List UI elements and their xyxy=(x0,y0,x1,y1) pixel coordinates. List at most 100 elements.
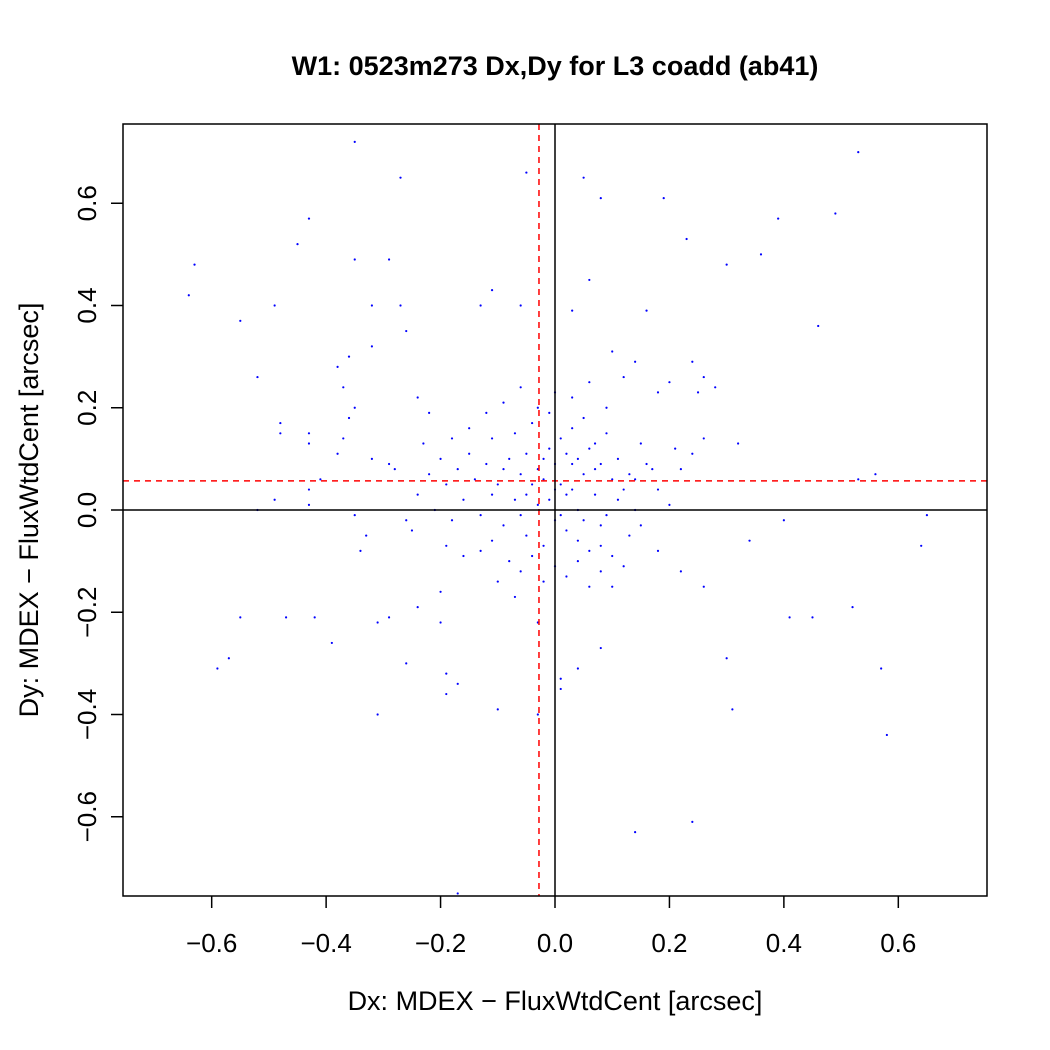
data-point xyxy=(634,478,637,481)
data-point xyxy=(416,396,419,399)
data-point xyxy=(565,452,568,455)
data-point xyxy=(611,554,614,558)
data-point xyxy=(496,580,499,583)
data-point xyxy=(376,621,379,624)
data-point xyxy=(519,386,522,389)
data-point xyxy=(342,386,345,389)
data-point xyxy=(450,437,454,440)
data-point xyxy=(439,621,442,624)
data-point xyxy=(239,616,242,619)
data-point xyxy=(473,478,476,481)
data-point xyxy=(336,365,339,368)
data-point xyxy=(273,304,276,307)
data-point xyxy=(571,462,574,466)
data-point xyxy=(502,467,505,471)
data-point xyxy=(731,708,734,711)
reference-lines xyxy=(123,124,987,896)
data-point xyxy=(599,462,602,466)
data-point xyxy=(668,381,671,384)
data-point xyxy=(542,478,545,481)
data-point xyxy=(502,401,505,404)
y-tick-label: −0.2 xyxy=(72,587,102,638)
data-point xyxy=(536,503,539,506)
data-point xyxy=(857,151,860,154)
data-point xyxy=(565,575,568,578)
data-point xyxy=(548,498,551,501)
data-point xyxy=(353,140,356,143)
data-point xyxy=(416,606,419,609)
data-point xyxy=(736,442,740,445)
data-point xyxy=(307,503,311,506)
data-point xyxy=(496,708,499,711)
data-point xyxy=(920,544,923,547)
data-point xyxy=(611,350,614,353)
data-point xyxy=(605,514,608,517)
data-point xyxy=(559,677,562,680)
data-point xyxy=(439,457,442,460)
data-point xyxy=(674,447,677,450)
data-point xyxy=(347,355,351,358)
data-point xyxy=(330,641,333,645)
data-point xyxy=(370,345,374,348)
data-point xyxy=(811,616,814,619)
data-point xyxy=(565,529,568,532)
data-point xyxy=(599,570,602,573)
data-point xyxy=(416,493,419,496)
data-point xyxy=(422,442,425,445)
data-point xyxy=(376,713,379,716)
data-point xyxy=(456,892,459,895)
data-point xyxy=(513,498,517,501)
x-axis-ticks: −0.6 −0.4 −0.2 0.0 0.2 0.4 0.6 xyxy=(186,896,916,958)
data-point xyxy=(702,375,705,379)
y-tick-label: 0.0 xyxy=(72,492,102,528)
data-point xyxy=(593,493,597,496)
y-tick-label: 0.2 xyxy=(72,390,102,426)
data-point xyxy=(588,447,591,450)
data-point xyxy=(788,616,791,619)
data-point xyxy=(679,570,682,573)
data-point xyxy=(519,570,522,573)
x-axis-label: Dx: MDEX − FluxWtdCent [arcsec] xyxy=(348,986,763,1016)
y-axis-label: Dy: MDEX − FluxWtdCent [arcsec] xyxy=(14,303,44,718)
data-point xyxy=(531,483,534,486)
data-point xyxy=(702,585,705,588)
data-point xyxy=(651,467,654,471)
data-point xyxy=(387,258,391,261)
data-point xyxy=(490,493,494,496)
data-point xyxy=(622,375,625,379)
data-point xyxy=(525,534,528,537)
data-point xyxy=(490,437,494,440)
data-point xyxy=(393,467,396,471)
data-point xyxy=(216,667,219,670)
chart-title: W1: 0523m273 Dx,Dy for L3 coadd (ab41) xyxy=(292,51,819,81)
data-point xyxy=(445,544,448,547)
data-point xyxy=(616,457,620,460)
data-point xyxy=(279,421,282,425)
data-point xyxy=(588,278,591,282)
data-point xyxy=(336,452,339,455)
data-point xyxy=(525,493,528,496)
data-point xyxy=(479,549,482,553)
data-point xyxy=(353,514,356,517)
data-point xyxy=(399,176,402,179)
data-point xyxy=(559,687,562,691)
data-point xyxy=(559,437,562,440)
data-point xyxy=(782,519,785,522)
data-point xyxy=(691,452,694,455)
data-point xyxy=(347,416,351,420)
data-point xyxy=(525,452,528,455)
data-point xyxy=(576,539,579,542)
data-point xyxy=(536,713,539,716)
data-point xyxy=(656,549,660,553)
data-point xyxy=(410,529,414,532)
data-point xyxy=(468,427,471,430)
data-point xyxy=(542,544,545,547)
data-point xyxy=(284,616,288,619)
data-point xyxy=(668,503,671,506)
data-point xyxy=(548,411,551,414)
data-point xyxy=(462,554,465,558)
data-point xyxy=(656,391,660,394)
data-point xyxy=(342,437,345,440)
data-point xyxy=(519,473,522,476)
data-point xyxy=(616,498,620,501)
